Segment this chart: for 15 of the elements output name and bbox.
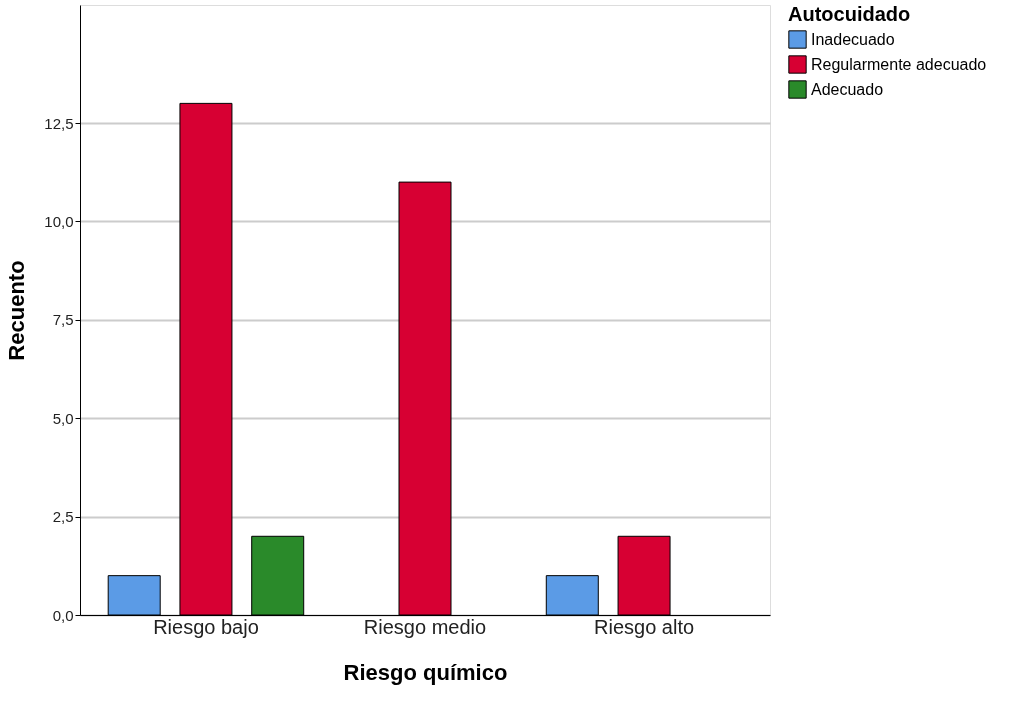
x-tick-label: Riesgo bajo — [153, 615, 259, 638]
x-axis-title: Riesgo químico — [343, 659, 508, 685]
x-tick-label: Riesgo alto — [594, 615, 695, 638]
y-tick-label: 12,5 — [44, 114, 74, 132]
legend-title: Autocuidado — [788, 3, 911, 25]
y-axis-title: Recuento — [4, 260, 30, 361]
y-tick-label: 2,5 — [52, 508, 74, 526]
y-tick-label: 5,0 — [52, 409, 74, 427]
legend-label: Adecuado — [811, 80, 884, 98]
y-tick-label: 10,0 — [44, 212, 74, 230]
legend-label: Regularmente adecuado — [811, 55, 987, 73]
legend-label: Inadecuado — [811, 30, 895, 48]
y-tick-label: 7,5 — [52, 311, 74, 329]
y-tick-label: 0,0 — [52, 606, 74, 624]
x-tick-label: Riesgo medio — [363, 615, 487, 638]
